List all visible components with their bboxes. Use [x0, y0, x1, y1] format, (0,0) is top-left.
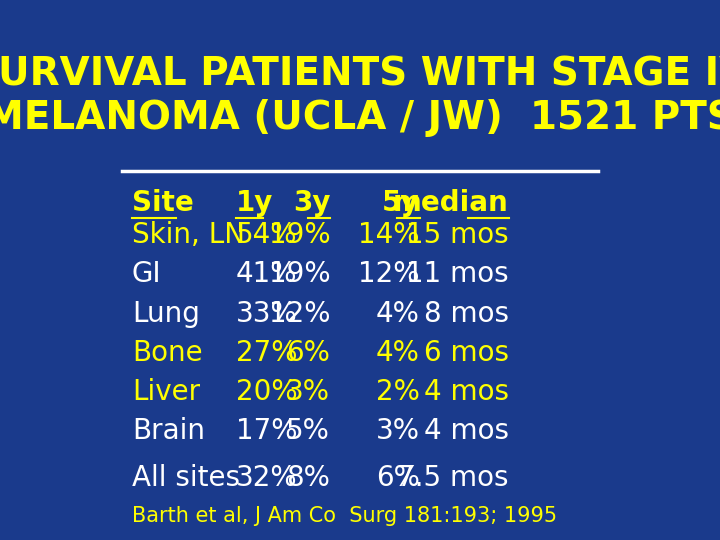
Text: 19%: 19% [269, 260, 330, 288]
Text: Barth et al, J Am Co  Surg 181:193; 1995: Barth et al, J Am Co Surg 181:193; 1995 [132, 506, 557, 526]
Text: 5%: 5% [287, 417, 330, 445]
Text: 19%: 19% [269, 221, 330, 249]
Text: Bone: Bone [132, 339, 202, 367]
Text: 4 mos: 4 mos [424, 417, 509, 445]
Text: 12%: 12% [358, 260, 420, 288]
Text: 14%: 14% [358, 221, 420, 249]
Text: 7.5 mos: 7.5 mos [397, 464, 509, 492]
Text: 4%: 4% [376, 339, 420, 367]
Text: 8%: 8% [287, 464, 330, 492]
Text: 17%: 17% [236, 417, 297, 445]
Text: 33%: 33% [236, 300, 298, 328]
Text: 3%: 3% [287, 378, 330, 406]
Text: 12%: 12% [269, 300, 330, 328]
Text: 4%: 4% [376, 300, 420, 328]
Text: Skin, LN: Skin, LN [132, 221, 245, 249]
Text: 11 mos: 11 mos [406, 260, 509, 288]
Text: 54%: 54% [236, 221, 297, 249]
Text: 6%: 6% [287, 339, 330, 367]
Text: 20%: 20% [236, 378, 297, 406]
Text: 41%: 41% [236, 260, 297, 288]
Text: 27%: 27% [236, 339, 297, 367]
Text: 4 mos: 4 mos [424, 378, 509, 406]
Text: 6%: 6% [376, 464, 420, 492]
Text: SURVIVAL PATIENTS WITH STAGE IV
MELANOMA (UCLA / JW)  1521 PTS: SURVIVAL PATIENTS WITH STAGE IV MELANOMA… [0, 55, 720, 137]
Text: 2%: 2% [376, 378, 420, 406]
Text: Liver: Liver [132, 378, 200, 406]
Text: Brain: Brain [132, 417, 205, 445]
Text: Site: Site [132, 189, 194, 217]
Text: All sites: All sites [132, 464, 240, 492]
Text: 3y: 3y [293, 189, 330, 217]
Text: GI: GI [132, 260, 161, 288]
Text: Lung: Lung [132, 300, 199, 328]
Text: 1y: 1y [236, 189, 274, 217]
Text: 6 mos: 6 mos [424, 339, 509, 367]
Text: 5y: 5y [382, 189, 420, 217]
Text: 3%: 3% [376, 417, 420, 445]
Text: 15 mos: 15 mos [406, 221, 509, 249]
Text: median: median [393, 189, 509, 217]
Text: 8 mos: 8 mos [424, 300, 509, 328]
Text: 32%: 32% [236, 464, 297, 492]
